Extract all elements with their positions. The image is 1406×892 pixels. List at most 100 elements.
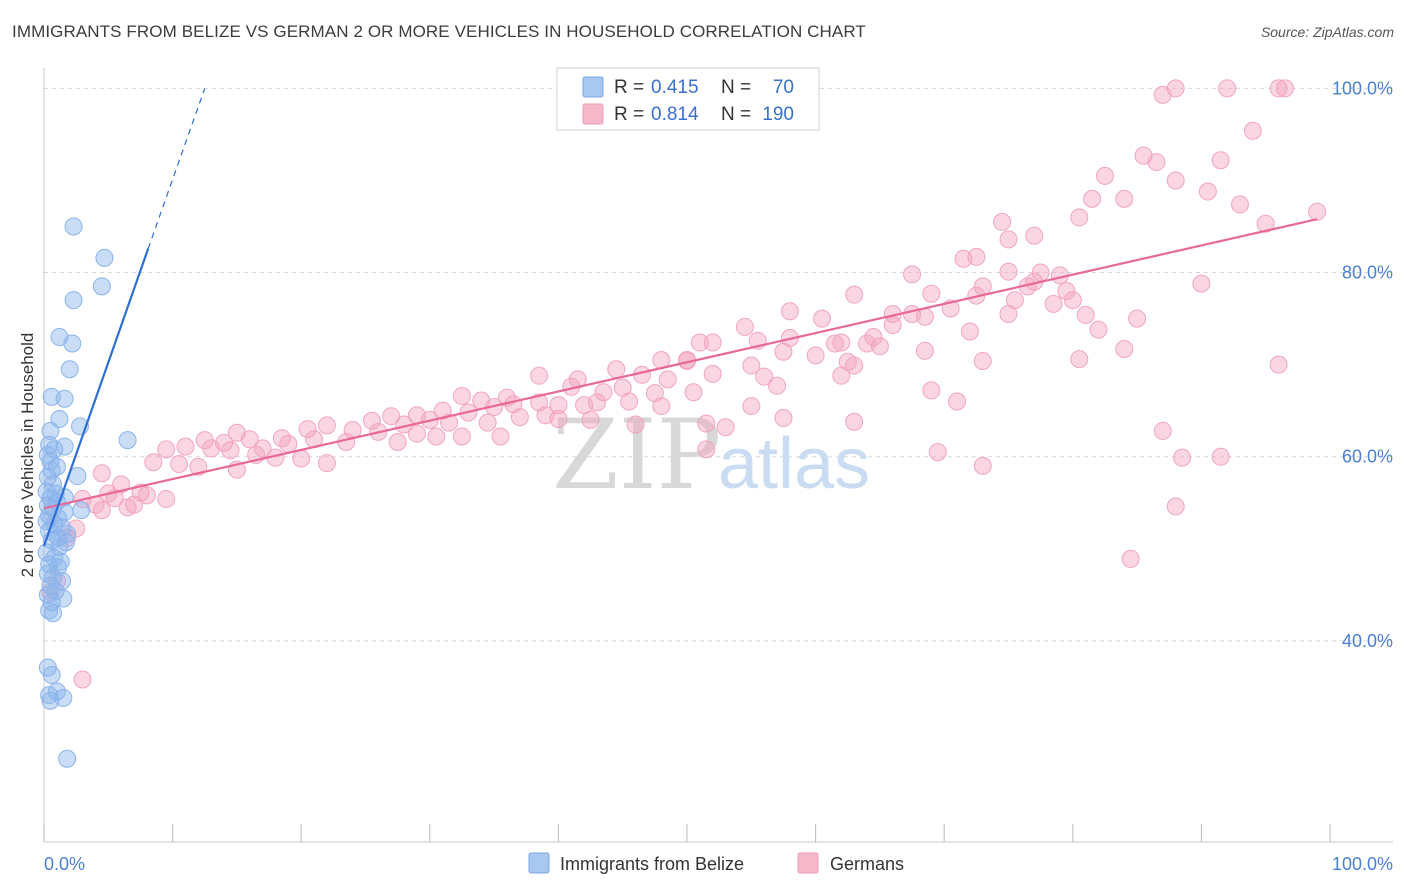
point-germans	[825, 334, 844, 353]
point-germans	[1153, 421, 1172, 440]
chart-title: IMMIGRANTS FROM BELIZE VS GERMAN 2 OR MO…	[12, 22, 866, 41]
point-belize	[50, 409, 69, 428]
point-belize	[63, 334, 82, 353]
point-germans	[1269, 355, 1288, 374]
point-germans	[703, 333, 722, 352]
point-germans	[253, 439, 272, 458]
point-belize	[41, 421, 60, 440]
point-germans	[1211, 447, 1230, 466]
point-germans	[960, 322, 979, 341]
y-tick-label: 100.0%	[1332, 78, 1393, 98]
point-germans	[407, 424, 426, 443]
point-germans	[1076, 305, 1095, 324]
y-tick-label: 80.0%	[1342, 263, 1393, 283]
point-germans	[189, 457, 208, 476]
x-tick-label: 0.0%	[44, 854, 85, 874]
point-germans	[948, 392, 967, 411]
point-germans	[845, 412, 864, 431]
point-germans	[1115, 189, 1134, 208]
point-belize	[58, 749, 77, 768]
trend-line-germans	[43, 218, 1318, 510]
point-germans	[292, 449, 311, 468]
point-germans	[594, 383, 613, 402]
point-belize	[49, 558, 68, 577]
point-germans	[137, 486, 156, 505]
point-germans	[703, 364, 722, 383]
point-germans	[1153, 85, 1172, 104]
point-germans	[742, 356, 761, 375]
watermark: ZIP atlas	[552, 399, 870, 511]
grid-layer	[44, 87, 1393, 642]
legend-swatch-pink	[582, 103, 604, 125]
point-germans	[362, 411, 381, 430]
point-germans	[1147, 153, 1166, 172]
point-germans	[440, 413, 459, 432]
legend-r-value-pink: 0.814	[651, 104, 699, 125]
point-germans	[806, 346, 825, 365]
point-germans	[999, 230, 1018, 249]
point-germans	[690, 333, 709, 352]
point-belize	[41, 691, 60, 710]
legend-n-value-blue: 70	[773, 77, 794, 98]
point-belize	[95, 248, 114, 267]
chart-source: Source: ZipAtlas.com	[1260, 24, 1394, 40]
point-germans	[157, 490, 176, 509]
point-germans	[125, 495, 144, 514]
point-germans	[510, 408, 529, 427]
point-germans	[279, 434, 298, 453]
y-tick-label: 60.0%	[1342, 447, 1393, 467]
point-germans	[755, 367, 774, 386]
point-germans	[1044, 294, 1063, 313]
y-axis-title: 2 or more Vehicles in Household	[18, 333, 37, 578]
point-germans	[530, 366, 549, 385]
tick-labels: 40.0% 60.0% 80.0% 100.0% 0.0% 100.0%	[44, 78, 1393, 874]
legend-top: R = 0.415 N = 70 R = 0.814 N = 190	[556, 67, 820, 131]
point-germans	[1115, 339, 1134, 358]
point-germans	[1218, 79, 1237, 98]
point-germans	[774, 342, 793, 361]
point-germans	[1192, 274, 1211, 293]
point-germans	[607, 360, 626, 379]
point-germans	[221, 441, 240, 460]
point-belize	[47, 457, 66, 476]
point-belize	[56, 533, 75, 552]
point-germans	[1166, 497, 1185, 516]
legend-label-germans: Germans	[830, 854, 904, 874]
point-germans	[626, 415, 645, 434]
point-germans	[170, 455, 189, 474]
point-germans	[587, 393, 606, 412]
point-belize	[42, 387, 61, 406]
point-germans	[697, 440, 716, 459]
point-germans	[1083, 189, 1102, 208]
point-germans	[1256, 214, 1275, 233]
point-germans	[1269, 79, 1288, 98]
point-germans	[317, 416, 336, 435]
point-germans	[999, 304, 1018, 323]
legend-swatch-belize	[528, 852, 550, 874]
trend-line-belize	[42, 248, 150, 547]
point-germans	[845, 285, 864, 304]
point-belize	[64, 217, 83, 236]
point-germans	[915, 341, 934, 360]
point-germans	[768, 376, 787, 395]
point-germans	[1198, 182, 1217, 201]
point-belize	[60, 360, 79, 379]
point-belize	[38, 564, 57, 583]
point-germans	[780, 302, 799, 321]
point-belize	[42, 665, 61, 684]
point-germans	[967, 247, 986, 266]
point-germans	[1057, 281, 1076, 300]
x-tick-label: 100.0%	[1332, 854, 1393, 874]
legend-n-value-pink: 190	[762, 104, 794, 125]
axis-layer	[43, 68, 1393, 843]
point-germans	[652, 397, 671, 416]
points-layer	[37, 79, 1327, 768]
point-germans	[922, 284, 941, 303]
point-germans	[67, 519, 86, 538]
point-germans	[382, 407, 401, 426]
point-germans	[999, 262, 1018, 281]
point-germans	[903, 265, 922, 284]
point-germans	[1166, 171, 1185, 190]
point-germans	[858, 334, 877, 353]
point-germans	[1063, 291, 1082, 310]
